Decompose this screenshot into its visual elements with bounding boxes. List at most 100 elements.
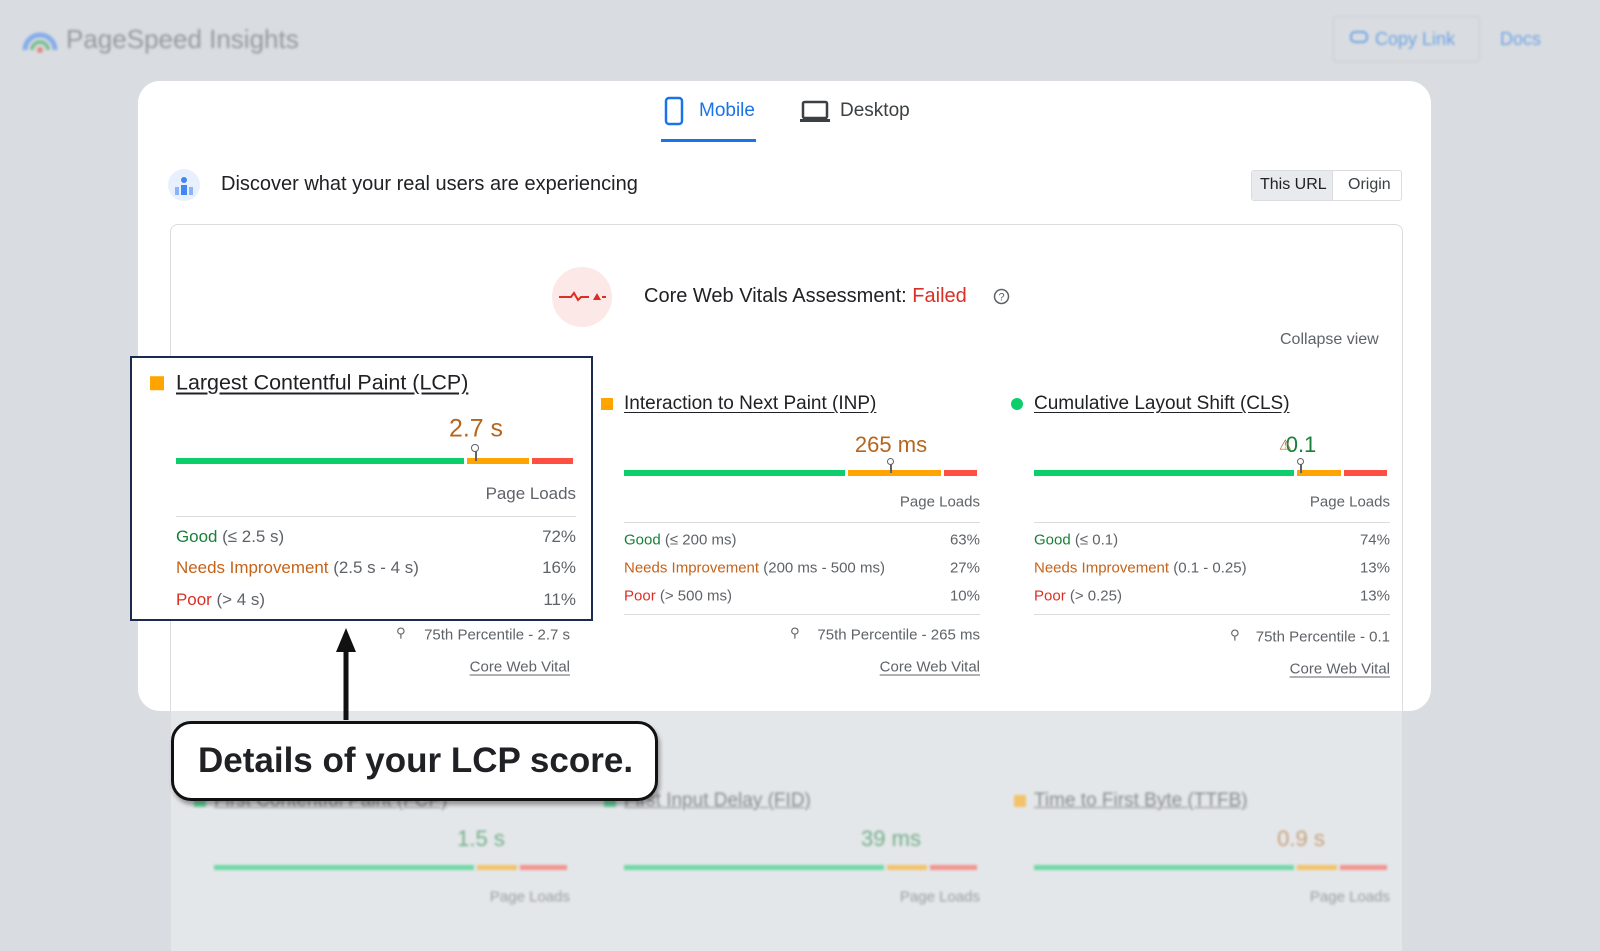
distribution-row: Needs Improvement (200 ms - 500 ms) xyxy=(624,560,885,577)
row-range: (> 0.25) xyxy=(1069,587,1122,605)
percentile: 75th Percentile - 0.1 xyxy=(1255,628,1390,646)
separator xyxy=(176,516,576,518)
distribution-bar xyxy=(930,865,977,870)
page-loads: Page Loads xyxy=(1309,493,1390,511)
metric-icon xyxy=(601,398,613,410)
row-label: Needs Improvement xyxy=(624,559,760,577)
row-percent: 13% xyxy=(1359,587,1390,605)
distribution-bar xyxy=(477,865,518,870)
tab-indicator xyxy=(661,139,756,142)
svg-text:?: ? xyxy=(998,292,1004,304)
tab-mobile[interactable]: Mobile xyxy=(699,100,755,121)
help-icon[interactable]: ? xyxy=(993,288,1010,305)
row-label: Poor xyxy=(1034,587,1066,605)
assessment: Core Web Vitals Assessment: Failed xyxy=(644,285,967,308)
percentile-icon: ⚲ xyxy=(790,625,800,640)
docs-link[interactable]: Docs xyxy=(1500,29,1542,49)
distribution-bar xyxy=(1297,470,1341,476)
distribution-bar xyxy=(1034,865,1295,870)
assessment-icon xyxy=(552,267,612,327)
collapse-view[interactable]: Collapse view xyxy=(1280,331,1379,348)
separator xyxy=(1034,522,1390,523)
distribution-row: Good (≤ 200 ms) xyxy=(624,532,736,549)
toggle-this-url[interactable]: This URL xyxy=(1260,176,1327,193)
percentile-pin xyxy=(1300,461,1302,473)
percentile: 75th Percentile - 2.7 s xyxy=(424,626,570,644)
core-web-vital-link[interactable]: Core Web Vital xyxy=(879,658,980,676)
row-range: (> 4 s) xyxy=(216,589,265,609)
separator xyxy=(624,614,980,615)
metric-title[interactable]: Cumulative Layout Shift (CLS) xyxy=(1034,393,1290,414)
percentile-pin-head xyxy=(887,458,894,465)
logo xyxy=(22,32,58,53)
tab-desktop[interactable]: Desktop xyxy=(840,100,910,121)
row-percent: 13% xyxy=(1359,559,1390,577)
row-percent: 10% xyxy=(949,587,980,605)
distribution-bar xyxy=(531,457,573,465)
copy-link-button[interactable] xyxy=(1333,16,1480,62)
distribution-bar xyxy=(176,457,464,465)
percentile-pin-head xyxy=(1297,458,1304,465)
percentile-pin xyxy=(890,461,892,473)
distribution-bar xyxy=(848,470,942,476)
metric-value: 2.7 s xyxy=(449,414,503,443)
distribution-bar xyxy=(520,865,567,870)
metric-value: 265 ms xyxy=(854,432,928,457)
distribution-bar xyxy=(944,470,977,476)
row-range: (≤ 0.1) xyxy=(1074,531,1119,549)
row-label: Needs Improvement xyxy=(176,558,329,578)
core-web-vital-link[interactable]: Core Web Vital xyxy=(1289,660,1390,678)
distribution-row: Good (≤ 0.1) xyxy=(1034,532,1118,549)
metric-value: 39 ms xyxy=(861,826,921,851)
assessment-label: Core Web Vitals Assessment: xyxy=(644,285,907,307)
row-label: Needs Improvement xyxy=(1034,559,1170,577)
metric-value: 0.1 xyxy=(1285,432,1317,457)
row-label: Good xyxy=(1034,531,1071,549)
metric-title: First Input Delay (FID) xyxy=(624,790,811,811)
row-label: Poor xyxy=(624,587,656,605)
row-range: (> 500 ms) xyxy=(659,587,732,605)
row-range: (≤ 2.5 s) xyxy=(222,526,285,546)
link-icon xyxy=(1350,31,1368,43)
page-loads: Page Loads xyxy=(1309,888,1390,906)
percentile: 75th Percentile - 265 ms xyxy=(817,626,980,644)
metric-icon xyxy=(1014,795,1026,807)
toggle-origin[interactable]: Origin xyxy=(1348,176,1391,193)
row-range: (≤ 200 ms) xyxy=(664,531,737,549)
metric-value: 1.5 s xyxy=(457,826,505,851)
toggle-selected xyxy=(1252,171,1333,200)
metric-title[interactable]: Interaction to Next Paint (INP) xyxy=(624,393,877,414)
distribution-bar xyxy=(214,865,475,870)
separator xyxy=(1034,614,1390,615)
distribution-row: Poor (> 4 s) xyxy=(176,590,265,610)
distribution-bar xyxy=(1340,865,1387,870)
page-loads: Page Loads xyxy=(899,493,980,511)
desktop-icon xyxy=(800,100,830,122)
distribution-bar xyxy=(887,865,928,870)
distribution-bar xyxy=(624,470,846,476)
distribution-row: Good (≤ 2.5 s) xyxy=(176,527,284,547)
metric-title[interactable]: Largest Contentful Paint (LCP) xyxy=(176,370,469,395)
copy-link-label: Copy Link xyxy=(1375,29,1456,49)
distribution-bar xyxy=(1297,865,1338,870)
row-label: Good xyxy=(176,526,218,546)
distribution-bar xyxy=(624,865,885,870)
metric-value: 0.9 s xyxy=(1277,826,1325,851)
metric-title: Time to First Byte (TTFB) xyxy=(1034,790,1248,811)
row-label: Good xyxy=(624,531,661,549)
distribution-row: Needs Improvement (2.5 s - 4 s) xyxy=(176,558,419,578)
mobile-icon xyxy=(664,96,684,126)
percentile-pin-head xyxy=(471,444,480,452)
distribution-row: Needs Improvement (0.1 - 0.25) xyxy=(1034,560,1247,577)
row-range: (2.5 s - 4 s) xyxy=(333,558,419,578)
app-title[interactable]: PageSpeed Insights xyxy=(66,24,299,54)
row-range: (0.1 - 0.25) xyxy=(1173,559,1247,577)
highlight-box xyxy=(130,356,593,621)
row-percent: 11% xyxy=(543,589,576,609)
percentile-icon: ⚲ xyxy=(396,625,406,640)
core-web-vital-link[interactable]: Core Web Vital xyxy=(469,658,570,676)
warning-icon: ⚠ xyxy=(1279,436,1292,453)
callout: Details of your LCP score. xyxy=(171,721,658,801)
row-percent: 74% xyxy=(1359,531,1390,549)
